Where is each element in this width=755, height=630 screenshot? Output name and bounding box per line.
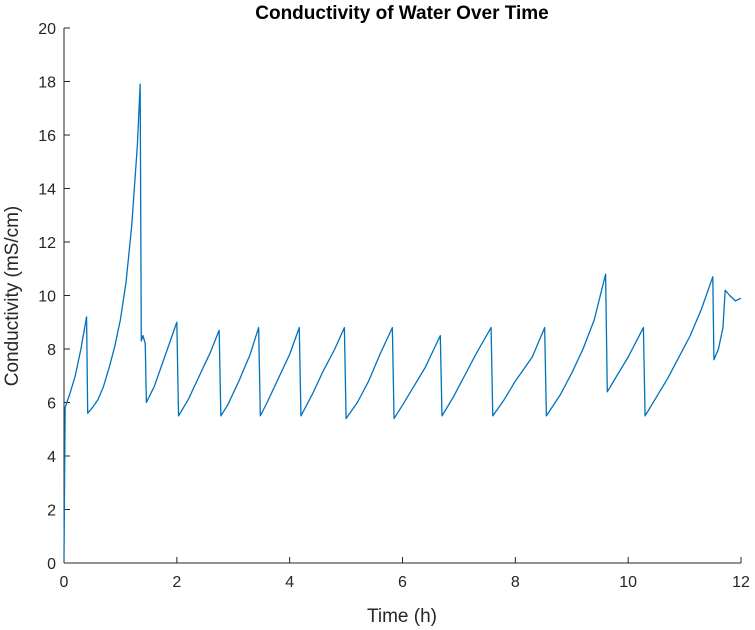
x-tick-label: 0 <box>60 574 69 591</box>
y-tick-label: 2 <box>47 503 56 520</box>
y-tick-label: 18 <box>38 75 56 92</box>
ticks: 0 2 4 6 8 10 12 0 2 4 6 8 10 12 14 16 18 20 <box>38 21 750 591</box>
y-tick-label: 4 <box>47 449 56 466</box>
y-tick-label: 14 <box>38 182 56 199</box>
series-line <box>63 83 742 558</box>
y-tick-label: 16 <box>38 128 56 145</box>
chart-title: Conductivity of Water Over Time <box>255 3 549 24</box>
x-tick-label: 6 <box>398 574 407 591</box>
x-tick-label: 12 <box>732 574 750 591</box>
x-tick-label: 4 <box>285 574 294 591</box>
x-axis-label: Time (h) <box>367 606 437 627</box>
y-tick-label: 20 <box>38 21 56 38</box>
x-tick-label: 2 <box>172 574 181 591</box>
series <box>63 83 742 558</box>
y-tick-label: 8 <box>47 342 56 359</box>
y-tick-label: 6 <box>47 396 56 413</box>
axes <box>63 28 741 564</box>
y-axis-label: Conductivity (mS/cm) <box>2 206 23 387</box>
x-tick-label: 8 <box>511 574 520 591</box>
y-tick-label: 10 <box>38 289 56 306</box>
x-tick-label: 10 <box>619 574 637 591</box>
y-tick-label: 12 <box>38 235 56 252</box>
y-tick-label: 0 <box>47 556 56 573</box>
